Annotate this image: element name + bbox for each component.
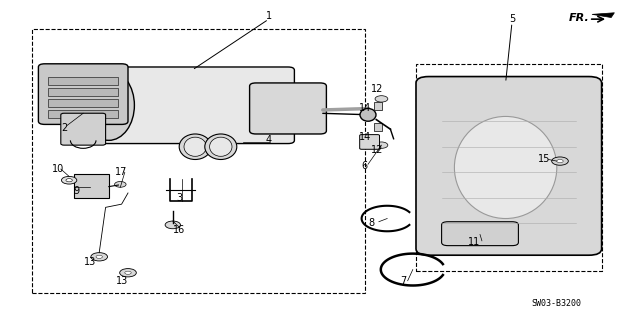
Text: 12: 12 <box>371 145 384 155</box>
Text: 1: 1 <box>266 11 272 21</box>
Text: 13: 13 <box>115 276 128 286</box>
Bar <box>374 123 382 131</box>
Text: 14: 14 <box>358 132 371 142</box>
Circle shape <box>91 253 108 261</box>
FancyBboxPatch shape <box>61 113 106 145</box>
Text: 3: 3 <box>176 193 182 203</box>
Text: 17: 17 <box>115 167 128 177</box>
FancyBboxPatch shape <box>360 135 380 149</box>
Text: 16: 16 <box>173 225 186 235</box>
Bar <box>48 99 118 107</box>
Ellipse shape <box>360 108 376 121</box>
Ellipse shape <box>179 134 211 160</box>
Text: FR.: FR. <box>569 12 589 23</box>
Circle shape <box>61 176 77 184</box>
Circle shape <box>96 255 102 258</box>
Ellipse shape <box>205 134 237 160</box>
FancyBboxPatch shape <box>416 77 602 255</box>
Text: 8: 8 <box>368 218 374 228</box>
FancyArrowPatch shape <box>323 113 369 115</box>
Text: 9: 9 <box>74 186 80 197</box>
Bar <box>48 88 118 96</box>
Text: 7: 7 <box>400 276 406 286</box>
FancyBboxPatch shape <box>90 67 294 144</box>
Polygon shape <box>592 13 614 18</box>
FancyBboxPatch shape <box>250 83 326 134</box>
Text: 11: 11 <box>467 237 480 248</box>
Circle shape <box>375 96 388 102</box>
Text: 15: 15 <box>538 154 550 165</box>
Text: SW03-B3200: SW03-B3200 <box>532 299 582 308</box>
Ellipse shape <box>184 137 206 156</box>
Text: 14: 14 <box>358 103 371 114</box>
Circle shape <box>375 142 388 148</box>
Circle shape <box>66 179 72 182</box>
Ellipse shape <box>210 137 232 156</box>
Text: 13: 13 <box>83 256 96 267</box>
Ellipse shape <box>454 116 557 219</box>
Text: 10: 10 <box>51 164 64 174</box>
Text: 4: 4 <box>266 135 272 145</box>
Text: 2: 2 <box>61 122 67 133</box>
Circle shape <box>165 221 180 229</box>
FancyBboxPatch shape <box>442 222 518 246</box>
Circle shape <box>120 269 136 277</box>
Bar <box>48 110 118 118</box>
FancyArrowPatch shape <box>323 108 369 110</box>
Ellipse shape <box>83 70 134 140</box>
Circle shape <box>552 157 568 165</box>
Text: 6: 6 <box>362 161 368 171</box>
Text: 5: 5 <box>509 14 515 24</box>
Circle shape <box>125 271 131 274</box>
Bar <box>374 102 382 110</box>
Circle shape <box>557 160 563 163</box>
Bar <box>48 77 118 85</box>
Circle shape <box>115 182 126 187</box>
Text: 12: 12 <box>371 84 384 94</box>
FancyBboxPatch shape <box>74 174 109 198</box>
FancyBboxPatch shape <box>38 64 128 124</box>
